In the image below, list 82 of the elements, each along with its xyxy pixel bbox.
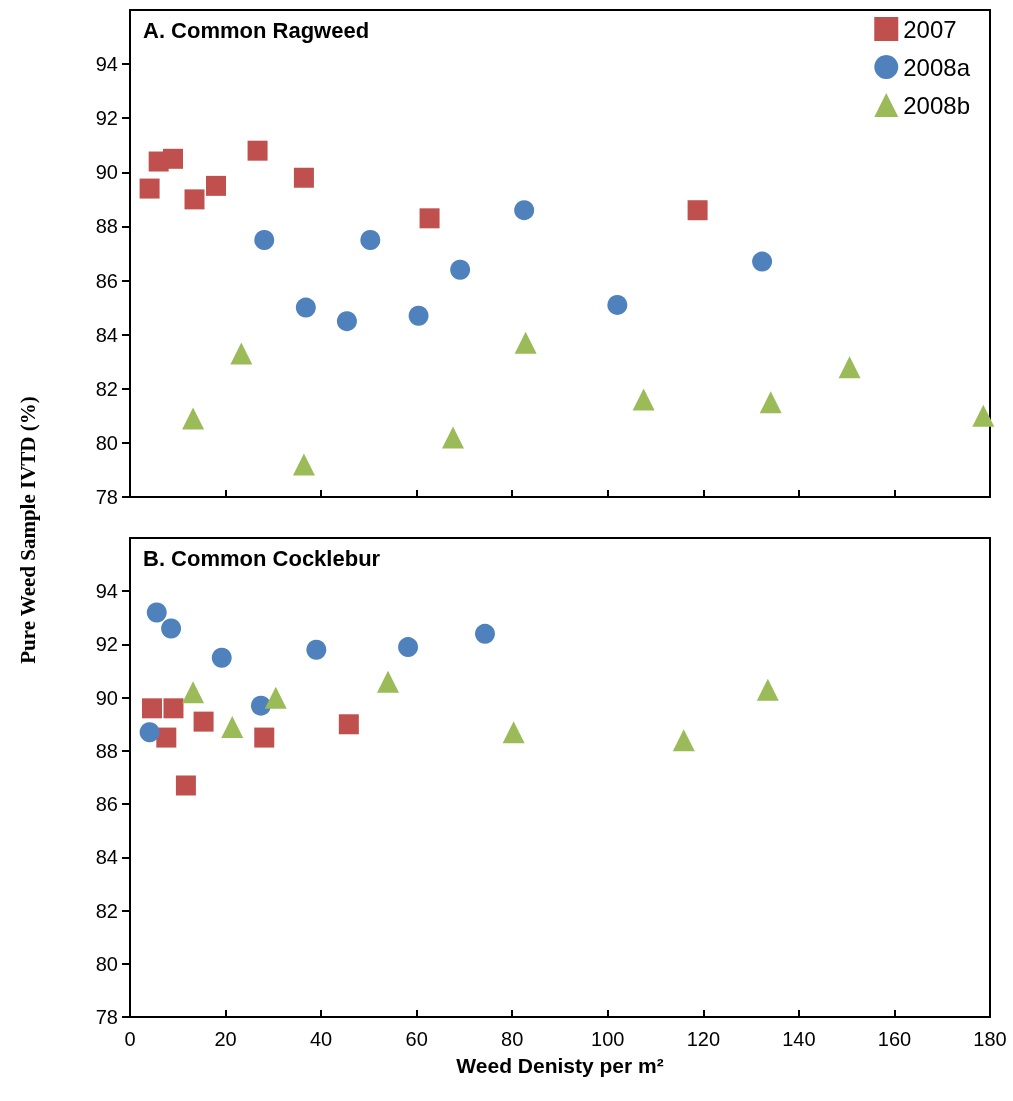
point: [607, 294, 628, 315]
point: [756, 678, 779, 701]
point: [163, 698, 184, 719]
point: [230, 342, 253, 365]
y-tick-label: 86: [95, 269, 118, 292]
y-tick-label: 80: [95, 431, 118, 454]
point: [293, 167, 314, 188]
point: [632, 388, 655, 411]
y-tick-label: 82: [95, 899, 118, 922]
x-tick-label: 160: [877, 1028, 912, 1050]
point: [338, 714, 359, 735]
y-tick-label: 84: [95, 323, 118, 346]
point: [163, 148, 183, 169]
y-tick-label: 88: [95, 215, 118, 238]
x-tick-label: 80: [501, 1028, 524, 1050]
point: [182, 681, 205, 704]
point: [292, 453, 315, 476]
x-tick-label: 60: [405, 1028, 428, 1050]
point: [752, 251, 773, 272]
point: [254, 727, 275, 748]
point: [672, 729, 695, 752]
chart-title: A. Common Ragweed: [143, 17, 370, 43]
y-tick-label: 78: [95, 1006, 118, 1028]
point: [141, 698, 162, 719]
x-tick-label: 180: [973, 1028, 1007, 1050]
point: [139, 178, 160, 199]
point: [441, 426, 464, 449]
y-tick-label: 94: [95, 580, 118, 603]
point: [295, 297, 316, 318]
point: [156, 727, 177, 748]
point: [514, 200, 535, 221]
point: [838, 356, 861, 379]
y-tick-label: 94: [95, 53, 118, 76]
point: [247, 140, 268, 161]
y-tick-label: 92: [95, 633, 118, 656]
y-tick-label: 86: [95, 793, 118, 816]
point: [182, 407, 205, 430]
point: [193, 711, 214, 732]
point: [377, 670, 399, 693]
y-tick-label: 78: [95, 486, 118, 508]
y-axis-title: Pure Weed Sample IVTD (%): [15, 396, 41, 664]
point: [264, 686, 287, 709]
point: [398, 637, 419, 658]
y-tick-label: 90: [95, 161, 118, 184]
point: [306, 639, 327, 660]
point: [475, 623, 495, 644]
point: [211, 647, 232, 668]
legend-label: 2008a: [903, 53, 971, 81]
point: [221, 715, 244, 738]
chart-title: B. Common Cocklebur: [143, 545, 381, 571]
x-tick-label: 40: [309, 1028, 333, 1050]
point: [161, 618, 182, 639]
y-tick-label: 90: [95, 686, 118, 709]
point: [419, 208, 440, 229]
point: [206, 175, 226, 196]
x-tick-label: 20: [214, 1028, 237, 1050]
x-tick-label: 100: [591, 1028, 625, 1050]
x-tick-label: 120: [686, 1028, 721, 1050]
point: [972, 404, 995, 427]
x-tick-label: 0: [124, 1028, 136, 1050]
x-axis-title: Weed Denisty per m²: [456, 1054, 664, 1077]
point: [502, 721, 525, 744]
x-tick-label: 140: [782, 1028, 816, 1050]
point: [175, 775, 196, 796]
y-tick-label: 80: [95, 952, 118, 975]
point: [759, 391, 782, 414]
y-tick-label: 84: [95, 846, 118, 869]
point: [139, 722, 160, 743]
point: [450, 259, 471, 280]
point: [184, 189, 205, 210]
point: [146, 602, 167, 623]
y-tick-label: 82: [95, 377, 118, 400]
point: [408, 305, 429, 326]
point: [514, 331, 537, 354]
point: [254, 229, 275, 250]
y-tick-label: 88: [95, 739, 118, 762]
legend-label: 2008b: [903, 91, 971, 119]
y-tick-label: 92: [95, 107, 118, 130]
point: [687, 200, 708, 221]
legend-label: 2007: [903, 15, 957, 43]
point: [336, 311, 357, 332]
point: [360, 229, 381, 250]
